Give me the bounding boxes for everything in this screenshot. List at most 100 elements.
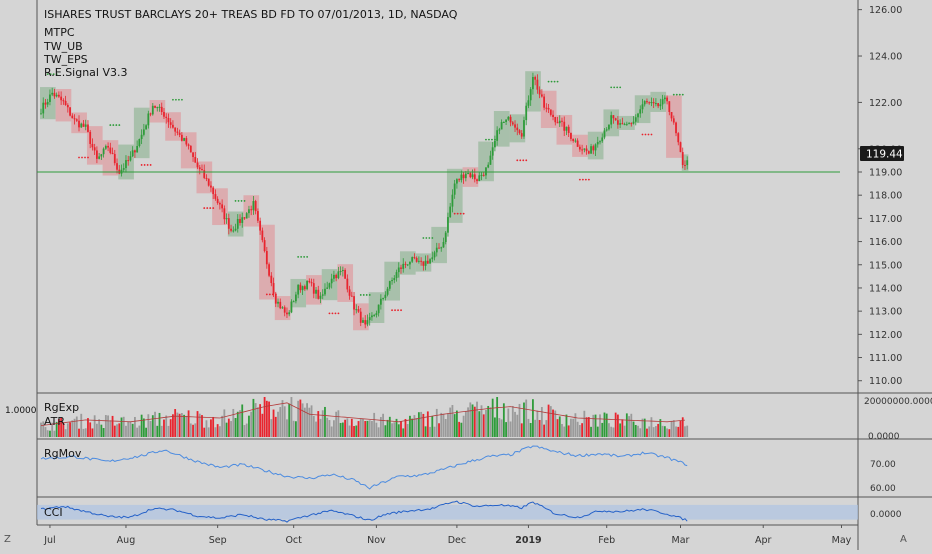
volume-bar	[310, 405, 313, 437]
volume-bar	[263, 397, 266, 437]
candle-up	[140, 134, 143, 140]
price-tick-label: 119.00	[869, 167, 902, 178]
candle-down	[261, 230, 264, 241]
candle-down	[286, 312, 288, 315]
candle-up	[245, 213, 248, 219]
candle-up	[494, 140, 496, 148]
volume-bar	[295, 421, 297, 437]
signal-dot	[81, 156, 83, 159]
volume-bar	[632, 421, 635, 437]
volume-bar	[565, 414, 568, 437]
candle-up	[362, 320, 364, 323]
signal-dot	[303, 256, 306, 258]
candle-down	[194, 156, 197, 163]
volume-bar	[511, 405, 514, 437]
volume-bar	[552, 409, 554, 437]
candle-up	[375, 313, 378, 316]
candle-down	[172, 124, 174, 128]
range-boxes	[40, 71, 689, 331]
time-tick-label: Aug	[117, 535, 136, 546]
candle-up	[366, 320, 369, 325]
volume-bar	[290, 397, 293, 437]
candle-down	[612, 115, 615, 119]
pane-frames	[36, 0, 932, 550]
volume-bar	[172, 414, 174, 437]
zoom-button[interactable]: Z	[4, 534, 11, 545]
volume-bar	[270, 419, 273, 437]
time-tick-label: 2019	[515, 535, 541, 546]
last-price: 119.44	[866, 149, 903, 161]
volume-bar	[158, 412, 161, 437]
volume-bar	[100, 424, 103, 437]
signal-dot	[581, 178, 584, 181]
candle-down	[167, 118, 170, 123]
signal-dot	[78, 156, 80, 159]
volume-bar	[283, 406, 286, 437]
candle-down	[203, 170, 206, 178]
volume-bar	[426, 411, 429, 437]
volume-bar	[661, 425, 664, 437]
candle-down	[82, 123, 85, 127]
volume-bar	[60, 417, 63, 437]
signal-dot	[616, 86, 619, 89]
volume-bar	[151, 415, 154, 437]
volume-bar	[176, 412, 179, 437]
candle-down	[592, 146, 595, 151]
volume-bar	[377, 427, 380, 437]
auto-scale-button[interactable]: A	[900, 534, 907, 545]
volume-bar	[547, 404, 550, 437]
volume-bar	[185, 415, 188, 437]
signal-dot	[619, 86, 622, 89]
volume-bar	[384, 425, 387, 437]
volume-bar	[207, 427, 210, 437]
volume-bar	[178, 413, 181, 437]
signal-dot	[334, 312, 337, 315]
volume-bar	[400, 421, 402, 437]
volume-bar	[321, 410, 324, 437]
volume-bar	[71, 420, 74, 437]
candle-down	[89, 131, 92, 144]
rgmov-axis-70: 70.00	[870, 460, 896, 470]
candle-up	[341, 269, 344, 272]
candle-up	[641, 104, 644, 110]
volume-bar	[518, 403, 521, 437]
candle-down	[404, 263, 407, 265]
cci-axis-zero: 0.0000	[870, 510, 902, 520]
volume-bar	[254, 403, 257, 437]
volume-bar	[127, 421, 130, 437]
volume-bar	[397, 424, 400, 437]
candle-down	[614, 118, 617, 121]
candle-down	[189, 145, 192, 153]
volume-bar	[605, 413, 608, 437]
signal-dot	[115, 124, 118, 126]
volume-bar	[567, 425, 570, 437]
volume-bar	[599, 414, 601, 437]
candle-down	[57, 94, 60, 97]
candle-down	[44, 102, 47, 105]
signal-dot	[400, 309, 402, 312]
volume-bar	[218, 426, 221, 437]
chart-title: ISHARES TRUST BARCLAYS 20+ TREAS BD FD T…	[44, 8, 458, 21]
candle-down	[279, 301, 282, 309]
candle-up	[104, 145, 107, 149]
signal-dot	[49, 73, 52, 76]
volume-bar	[558, 416, 561, 437]
signal-dot	[453, 212, 456, 215]
candle-up	[379, 298, 382, 305]
candle-down	[272, 283, 275, 294]
candle-down	[509, 116, 512, 123]
volume-bar	[494, 417, 496, 437]
volume-bar	[540, 407, 543, 437]
volume-bar	[525, 399, 528, 437]
volume-bar	[625, 413, 628, 437]
volume-bar	[256, 407, 259, 437]
volume-bar	[451, 405, 454, 437]
volume-bar	[286, 419, 288, 437]
price-tick-label: 112.00	[869, 330, 902, 341]
signal-dot	[212, 207, 215, 209]
volume-bar	[129, 421, 132, 437]
candle-up	[608, 124, 610, 130]
volume-bar	[621, 419, 624, 437]
candle-down	[549, 109, 552, 115]
